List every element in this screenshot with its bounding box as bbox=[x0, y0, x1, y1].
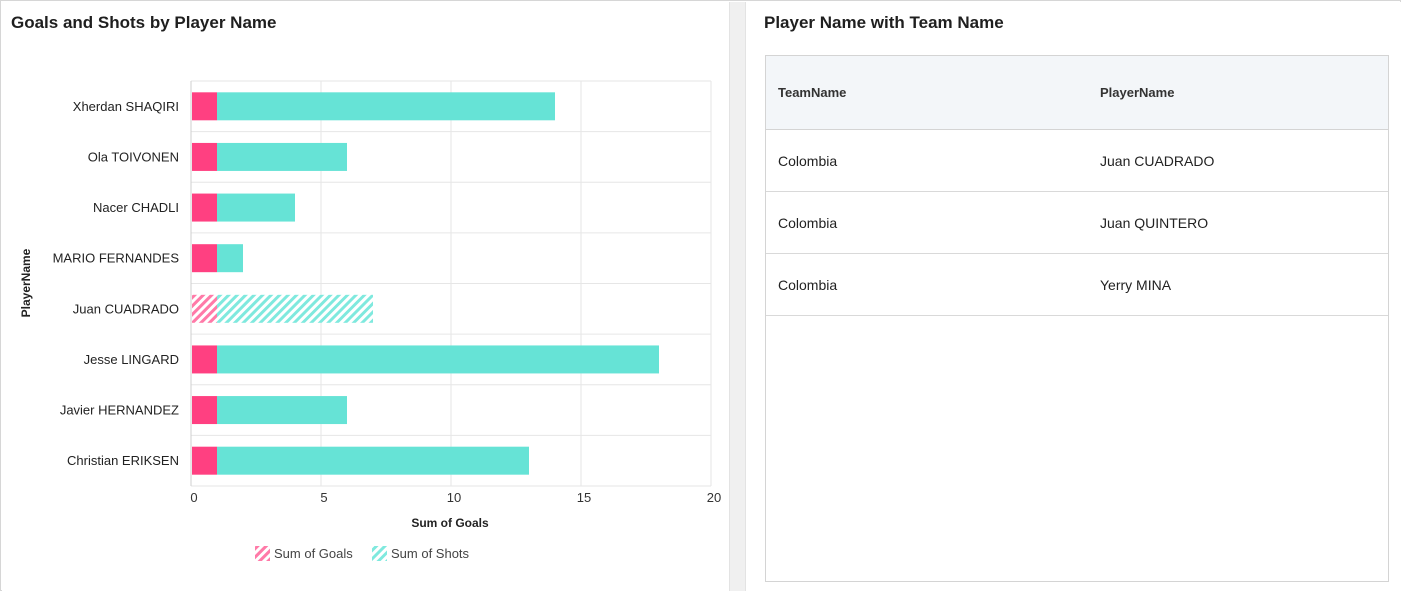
bar-goals[interactable] bbox=[192, 446, 217, 475]
bar-shots[interactable] bbox=[217, 294, 373, 323]
cell-playername: Juan CUADRADO bbox=[1100, 152, 1215, 169]
bar-chart: 0 5 10 15 20 Xherdan SHAQIRI Ola TOIVONEN Nacer… bbox=[19, 80, 721, 561]
legend-swatch bbox=[255, 546, 270, 561]
y-category-label: Christian ERIKSEN bbox=[67, 453, 179, 468]
y-category-label: MARIO FERNANDES bbox=[53, 251, 180, 266]
cell-playername: Yerry MINA bbox=[1100, 276, 1172, 293]
x-tick-label: 0 bbox=[190, 490, 197, 505]
bar-shots[interactable] bbox=[217, 142, 347, 171]
table-panel-title: Player Name with Team Name bbox=[764, 13, 1004, 32]
y-axis-title: PlayerName bbox=[19, 248, 33, 317]
y-category-label: Xherdan SHAQIRI bbox=[73, 99, 179, 114]
table-row[interactable]: Colombia Yerry MINA bbox=[766, 254, 1388, 316]
bar-shots[interactable] bbox=[217, 92, 555, 121]
legend-item-label[interactable]: Sum of Goals bbox=[274, 546, 353, 561]
table-header: TeamName PlayerName bbox=[766, 56, 1388, 130]
bar-shots[interactable] bbox=[217, 396, 347, 425]
x-tick-label: 10 bbox=[447, 490, 461, 505]
chart-panel: Goals and Shots by Player Name 0 5 10 15 20 X… bbox=[2, 2, 729, 591]
bar-shots[interactable] bbox=[217, 345, 659, 374]
bar-goals[interactable] bbox=[192, 193, 217, 222]
x-tick-label: 20 bbox=[707, 490, 721, 505]
bar-shots[interactable] bbox=[217, 446, 529, 475]
data-table: TeamName PlayerName Colombia Juan CUADRA… bbox=[765, 55, 1389, 582]
x-tick-label: 5 bbox=[320, 490, 327, 505]
y-category-label: Juan CUADRADO bbox=[73, 301, 179, 316]
bar-goals[interactable] bbox=[192, 244, 217, 273]
column-header-playername[interactable]: PlayerName bbox=[1100, 85, 1175, 100]
x-tick-label: 15 bbox=[577, 490, 591, 505]
legend-item-label[interactable]: Sum of Shots bbox=[391, 546, 470, 561]
cell-teamname: Colombia bbox=[778, 152, 838, 169]
table-row[interactable]: Colombia Juan CUADRADO bbox=[766, 130, 1388, 192]
cell-playername: Juan QUINTERO bbox=[1100, 214, 1209, 231]
y-category-label: Jesse LINGARD bbox=[84, 352, 179, 367]
bar-goals[interactable] bbox=[192, 396, 217, 425]
bar-shots[interactable] bbox=[217, 244, 243, 273]
table-panel: Player Name with Team Name TeamName Play… bbox=[746, 2, 1401, 591]
y-category-label: Nacer CHADLI bbox=[93, 200, 179, 215]
chart-panel-title: Goals and Shots by Player Name bbox=[11, 13, 277, 32]
table-row[interactable]: Colombia Juan QUINTERO bbox=[766, 192, 1388, 254]
y-category-label: Ola TOIVONEN bbox=[88, 149, 179, 164]
bar-shots[interactable] bbox=[217, 193, 295, 222]
bar-goals[interactable] bbox=[192, 142, 217, 171]
column-header-teamname[interactable]: TeamName bbox=[778, 85, 847, 100]
bar-goals[interactable] bbox=[192, 345, 217, 374]
bar-goals[interactable] bbox=[192, 92, 217, 121]
y-category-label: Javier HERNANDEZ bbox=[60, 403, 179, 418]
bar-goals[interactable] bbox=[192, 294, 217, 323]
x-axis-title: Sum of Goals bbox=[411, 516, 489, 530]
legend-swatch bbox=[372, 546, 387, 561]
panel-divider[interactable] bbox=[729, 2, 746, 591]
cell-teamname: Colombia bbox=[778, 276, 838, 293]
cell-teamname: Colombia bbox=[778, 214, 838, 231]
